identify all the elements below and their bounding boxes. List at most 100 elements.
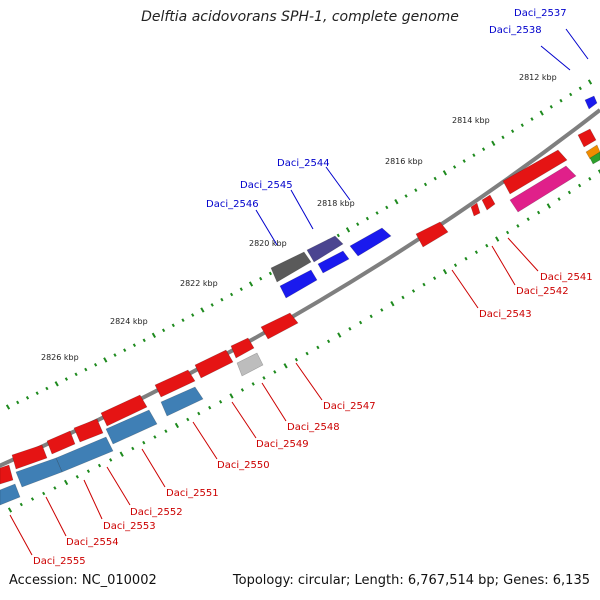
gene-label-daci-2542[interactable]: Daci_2542: [516, 286, 569, 297]
gene-2550-steelblue[interactable]: [160, 386, 204, 417]
gene-label-daci-2549[interactable]: Daci_2549: [256, 439, 309, 450]
gene-label-daci-2547[interactable]: Daci_2547: [323, 401, 376, 412]
gene-2548-red[interactable]: [230, 337, 255, 359]
gene-2541-red[interactable]: [502, 149, 568, 195]
gene-2549-red[interactable]: [194, 349, 234, 379]
gene-2543-red[interactable]: [415, 221, 449, 248]
inner-tick: [422, 282, 426, 287]
gene-2555-steelblue[interactable]: [0, 483, 21, 506]
inner-tick-track: [7, 169, 600, 513]
inner-tick: [109, 458, 113, 462]
outer-tick: [239, 287, 243, 291]
gene-2551-steelblue[interactable]: [105, 409, 158, 445]
outer-tick: [5, 404, 11, 410]
inner-tick: [474, 250, 479, 254]
inner-tick: [53, 486, 57, 490]
outer-tick: [452, 165, 457, 169]
gene-label-daci-2537[interactable]: Daci_2537: [514, 8, 567, 19]
accession-text: Accession: NC_010002: [9, 573, 157, 588]
inner-tick: [348, 327, 352, 331]
outer-tick: [414, 188, 418, 192]
outer-tick: [539, 110, 544, 116]
outer-tick: [142, 338, 146, 343]
gene-label-daci-2544[interactable]: Daci_2544: [277, 158, 330, 169]
gene-2554-steelblue[interactable]: [15, 457, 63, 488]
gene-label-daci-2555[interactable]: Daci_2555: [33, 556, 86, 567]
gene-2552-red[interactable]: [73, 418, 104, 443]
inner-tick: [262, 376, 266, 380]
inner-tick: [164, 429, 168, 433]
reverse-gene-track: [0, 128, 600, 506]
inner-tick: [75, 475, 79, 479]
outer-tick: [578, 86, 582, 91]
outer-tick: [356, 222, 360, 226]
outer-tick: [132, 343, 137, 347]
inner-tick: [174, 422, 180, 429]
inner-tick: [30, 497, 35, 501]
gene-2553-red[interactable]: [46, 430, 76, 455]
outer-tick: [74, 372, 78, 377]
outer-tick: [181, 318, 185, 322]
gene-2542-red[interactable]: [481, 194, 496, 211]
outer-tick: [84, 367, 88, 372]
gene-2550-red[interactable]: [154, 369, 196, 398]
gene-2554-red[interactable]: [11, 444, 48, 470]
gene-2540-red[interactable]: [577, 128, 597, 148]
gene-2548-lightgray[interactable]: [236, 352, 264, 377]
inner-tick: [218, 400, 223, 404]
gene-label-daci-2553[interactable]: Daci_2553: [103, 521, 156, 532]
gene-2551-red[interactable]: [100, 394, 148, 427]
gene-label-daci-2548[interactable]: Daci_2548: [287, 422, 340, 433]
gene-2555-red[interactable]: [0, 464, 14, 485]
outer-tick: [161, 328, 166, 333]
outer-tick: [210, 303, 214, 307]
gene-2546-darkgray[interactable]: [270, 251, 312, 283]
kbp-label-2824: 2824 kbp: [110, 317, 148, 326]
gene-2539-orange[interactable]: [585, 144, 600, 160]
gene-2539-green[interactable]: [589, 151, 600, 165]
gene-label-daci-2545[interactable]: Daci_2545: [240, 180, 293, 191]
outer-tick: [103, 357, 108, 363]
outer-tick: [481, 147, 486, 151]
inner-tick: [358, 320, 363, 325]
outer-tick: [171, 323, 175, 328]
inner-tick: [390, 301, 395, 307]
kbp-label-2814: 2814 kbp: [452, 116, 490, 125]
gene-label-daci-2554[interactable]: Daci_2554: [66, 537, 119, 548]
inner-tick: [7, 507, 13, 513]
outer-tick: [433, 176, 437, 181]
gene-2545-blue[interactable]: [317, 250, 350, 274]
inner-tick: [229, 393, 234, 399]
kbp-labels: 2812 kbp 2814 kbp 2816 kbp 2818 kbp 2820…: [41, 73, 557, 362]
kbp-label-2826: 2826 kbp: [41, 353, 79, 362]
inner-tick: [485, 243, 489, 248]
inner-tick: [337, 332, 342, 338]
gene-2544-blue[interactable]: [349, 227, 392, 257]
inner-tick: [142, 440, 146, 445]
outer-tick: [220, 297, 224, 302]
gene-2547-red[interactable]: [260, 312, 299, 340]
gene-label-daci-2550[interactable]: Daci_2550: [217, 460, 270, 471]
inner-tick: [432, 276, 437, 280]
gene-2546-blue[interactable]: [279, 269, 318, 299]
gene-label-daci-2551[interactable]: Daci_2551: [166, 488, 219, 499]
kbp-label-2822: 2822 kbp: [180, 279, 218, 288]
gene-2542b-red[interactable]: [470, 202, 481, 217]
outer-tick: [549, 105, 553, 109]
gene-label-daci-2543[interactable]: Daci_2543: [479, 309, 532, 320]
kbp-label-2820: 2820 kbp: [249, 239, 287, 248]
gene-label-daci-2552[interactable]: Daci_2552: [130, 507, 183, 518]
outer-tick: [587, 79, 593, 85]
gene-label-daci-2546[interactable]: Daci_2546: [206, 199, 259, 210]
inner-tick: [546, 203, 551, 209]
outer-tick-track: [5, 79, 593, 410]
gene-label-daci-2541[interactable]: Daci_2541: [540, 272, 593, 283]
outer-tick: [200, 307, 205, 313]
inner-tick: [536, 210, 541, 215]
gene-label-daci-2538[interactable]: Daci_2538: [489, 25, 542, 36]
gene-2544-slate[interactable]: [306, 235, 344, 263]
gene-2537-blue[interactable]: [584, 95, 598, 110]
outer-tick: [520, 123, 524, 127]
gene-2541-magenta[interactable]: [509, 165, 577, 213]
